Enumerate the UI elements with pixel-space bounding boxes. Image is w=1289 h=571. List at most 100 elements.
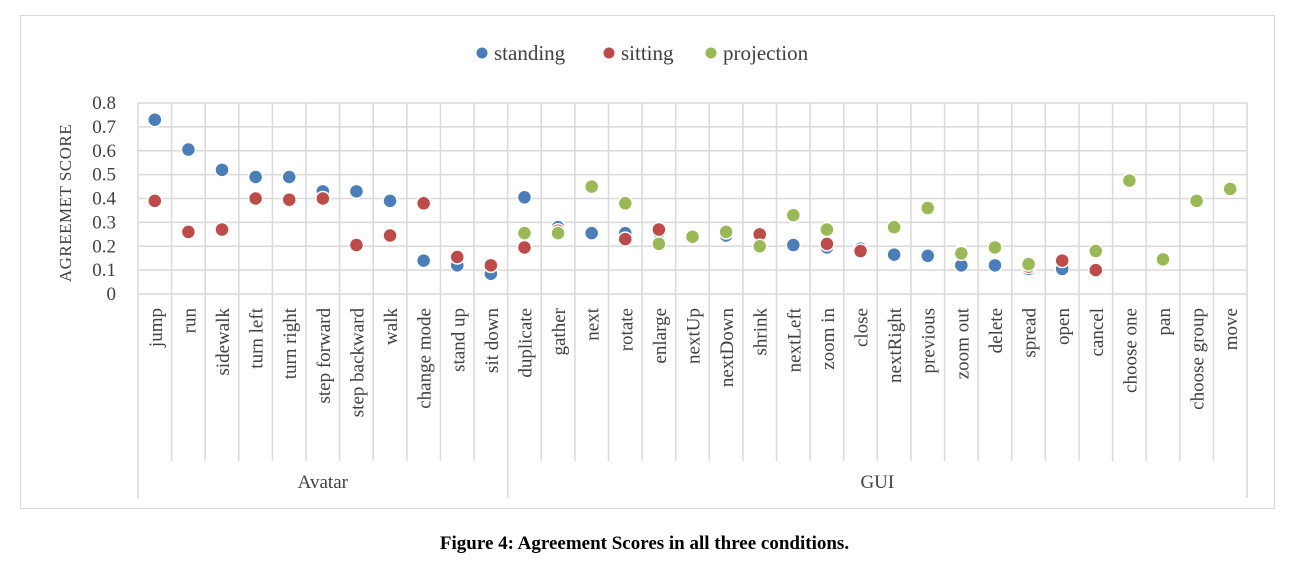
point-sitting	[382, 227, 398, 244]
category-label: nextUp	[684, 308, 705, 364]
category-label: pan	[1154, 308, 1175, 336]
category-label: spread	[1020, 308, 1041, 358]
category-labels: jump run sidewalk turn left turn right step f…	[146, 307, 1242, 417]
legend: standing sitting projection	[475, 41, 809, 65]
category-label: step forward	[314, 308, 335, 404]
point-projection	[1188, 193, 1205, 209]
category-label: cancel	[1087, 308, 1108, 357]
category-label: close	[852, 308, 873, 347]
category-label: change mode	[415, 308, 436, 409]
y-axis-label: AGREEMET SCORE	[56, 124, 75, 282]
y-tick-label: 0.1	[92, 260, 116, 281]
point-sitting	[483, 257, 499, 274]
point-sitting	[348, 237, 365, 253]
category-label: sit down	[482, 308, 503, 373]
point-sitting	[180, 224, 197, 240]
point-sitting	[1054, 252, 1070, 269]
point-sitting	[247, 190, 264, 207]
grid-layer	[137, 102, 1248, 498]
legend-marker-standing	[475, 46, 489, 60]
category-label: sidewalk	[213, 308, 234, 376]
point-standing	[987, 257, 1003, 274]
category-label: step backward	[347, 308, 368, 418]
category-label: nextRight	[885, 307, 906, 383]
point-projection	[550, 225, 566, 241]
point-sitting	[1088, 262, 1104, 278]
point-standing	[247, 169, 264, 185]
category-label: previous	[919, 308, 940, 373]
point-standing	[147, 111, 163, 128]
category-label: turn right	[280, 307, 301, 379]
category-label: zoom in	[818, 308, 839, 370]
point-projection	[718, 224, 734, 240]
category-label: nextDown	[717, 308, 738, 388]
point-projection	[516, 225, 533, 241]
category-label: next	[583, 307, 604, 340]
y-tick-label: 0.4	[92, 189, 116, 210]
y-tick-label: 0.8	[92, 93, 116, 114]
point-sitting	[819, 236, 835, 252]
point-projection	[953, 245, 970, 262]
point-sitting	[449, 249, 466, 265]
point-projection	[819, 221, 835, 238]
point-projection	[1155, 251, 1171, 268]
point-sitting	[651, 221, 667, 238]
point-standing	[886, 246, 902, 263]
point-standing	[583, 225, 600, 241]
point-projection	[651, 236, 667, 252]
y-tick-label: 0.2	[92, 236, 116, 257]
category-label: zoom out	[952, 307, 973, 379]
point-standing	[415, 252, 432, 269]
category-label: move	[1221, 308, 1242, 350]
y-tick-label: 0.7	[92, 117, 116, 138]
legend-marker-sitting	[602, 46, 616, 60]
category-label: walk	[381, 308, 402, 345]
point-standing	[180, 141, 197, 158]
point-sitting	[617, 231, 634, 247]
scatter-chart: 0 0.1 0.2 0.30.4 0.5 0.6 0.7 0.8 jump run sidewal…	[56, 41, 1248, 498]
category-label: nextLeft	[784, 307, 805, 372]
point-projection	[1020, 256, 1037, 272]
data-points	[147, 111, 1238, 282]
category-label: enlarge	[650, 308, 671, 364]
point-projection	[886, 219, 902, 235]
point-projection	[684, 228, 701, 245]
category-label: gather	[549, 307, 570, 355]
point-sitting	[281, 191, 297, 208]
category-label: jump	[146, 308, 167, 348]
point-projection	[583, 178, 600, 195]
legend-label-projection: projection	[723, 41, 809, 65]
chart-frame: 0 0.1 0.2 0.3 0.4 0.5 0.6 0.7 0.8 jump run sidewal…	[20, 15, 1275, 509]
category-label: choose one	[1120, 308, 1141, 393]
group-labels: Avatar GUI	[298, 472, 895, 493]
category-label: delete	[986, 308, 1007, 353]
legend-marker-projection	[704, 46, 718, 60]
y-tick-label: 0.3	[92, 212, 116, 233]
category-label: shrink	[751, 308, 772, 356]
point-standing	[382, 193, 398, 209]
point-sitting	[147, 193, 163, 209]
point-projection	[1222, 181, 1238, 197]
point-projection	[987, 239, 1003, 256]
category-label: rotate	[616, 308, 637, 351]
point-sitting	[516, 239, 533, 256]
point-standing	[348, 183, 365, 200]
category-label: open	[1053, 308, 1074, 345]
group-label: Avatar	[298, 472, 349, 493]
category-label: turn left	[247, 307, 268, 368]
y-tick-label: 0	[107, 284, 117, 305]
point-sitting	[852, 243, 869, 259]
category-label: choose group	[1188, 308, 1209, 410]
point-sitting	[315, 190, 331, 207]
point-standing	[516, 189, 533, 206]
point-projection	[1088, 243, 1104, 259]
category-label: duplicate	[515, 308, 536, 378]
point-projection	[617, 195, 634, 212]
figure-caption: Figure 4: Agreement Scores in all three …	[439, 533, 850, 554]
point-standing	[214, 162, 230, 178]
legend-label-standing: standing	[494, 41, 566, 65]
point-sitting	[415, 195, 432, 212]
point-standing	[919, 248, 936, 264]
legend-label-sitting: sitting	[621, 41, 674, 65]
point-projection	[751, 238, 768, 254]
